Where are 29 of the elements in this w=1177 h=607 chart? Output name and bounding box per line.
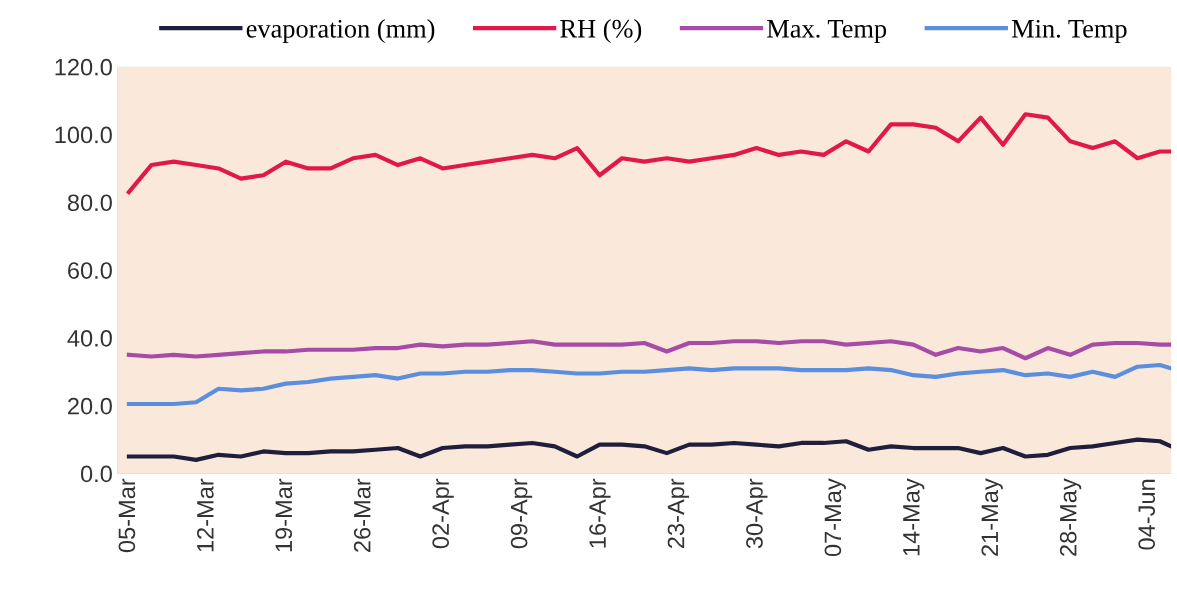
x-tick-label: 28-May — [1059, 478, 1082, 556]
x-tick-label: 30-Apr — [746, 478, 768, 549]
legend-label: RH (%) — [560, 19, 642, 44]
y-tick-label: 0.0 — [80, 465, 112, 483]
x-tick-label: 21-May — [981, 478, 1003, 556]
x-tick-label: 07-May — [824, 478, 846, 557]
x-tick-label: 16-Apr — [589, 478, 611, 548]
y-tick-label: 80.0 — [67, 194, 112, 212]
line-series — [126, 112, 1172, 195]
y-tick-label: 20.0 — [68, 397, 112, 415]
y-tick-label: 60.0 — [68, 262, 112, 279]
legend-label: Max. Temp — [767, 20, 887, 44]
x-tick-label: 02-Apr — [432, 478, 454, 549]
x-tick-label: 23-Apr — [667, 478, 690, 548]
x-tick-label: 12-Mar — [196, 478, 214, 552]
line-series — [126, 339, 1172, 361]
y-tick-label: 100.0 — [55, 126, 112, 144]
line-series — [126, 362, 1172, 407]
x-tick-label: 05-Mar — [118, 478, 136, 553]
x-tick-label: 26-Mar — [353, 478, 371, 552]
x-tick-label: 19-Mar — [275, 478, 293, 552]
x-tick-label: 04-Jun — [1138, 479, 1156, 550]
legend-label: evaporation (mm) — [246, 19, 435, 44]
legend-label: Min. Temp — [1011, 19, 1127, 44]
line-series — [126, 437, 1172, 462]
y-tick-label: 120.0 — [55, 58, 112, 76]
x-tick-label: 14-May — [903, 478, 925, 556]
x-tick-label: 09-Apr — [510, 478, 533, 549]
y-tick-label: 40.0 — [67, 329, 112, 347]
